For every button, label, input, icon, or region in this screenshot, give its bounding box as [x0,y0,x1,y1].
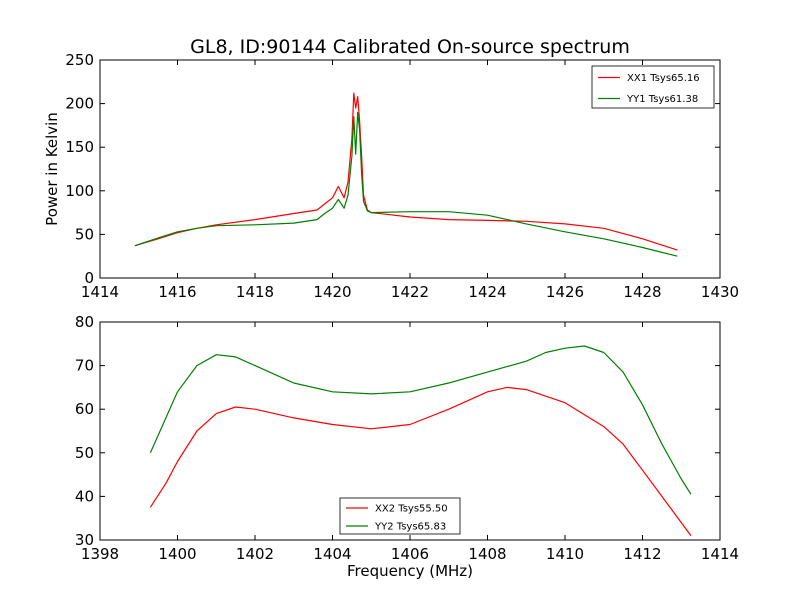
x-tick-label: 1408 [468,545,506,563]
series-line-yy1 [134,111,678,257]
legend-label: XX2 Tsys55.50 [375,504,448,515]
x-tick-label: 1400 [158,545,196,563]
x-tick-label: 1418 [236,283,274,301]
x-tick-label: 1404 [313,545,351,563]
y-tick-label: 100 [65,182,94,200]
x-tick-label: 1426 [546,283,584,301]
y-tick-label: 200 [65,95,94,113]
x-tick-label: 1422 [391,283,429,301]
y-tick-label: 60 [75,400,94,418]
bottom-panel: 1398 1400 1402 1404 1406 1408 1410 1412 1414 30 40… [75,313,739,580]
x-tick-label: 1412 [623,545,661,563]
legend-label: YY1 Tsys61.38 [626,94,698,105]
series-line-xx2 [149,386,692,536]
x-tick-label: 1402 [236,545,274,563]
y-tick-label: 70 [75,357,94,375]
y-tick-label: 50 [75,444,94,462]
x-tick-label: 1430 [701,283,739,301]
y-tick-label: 0 [84,269,94,287]
x-tick-label: 1410 [546,545,584,563]
x-tick-label: 1428 [623,283,661,301]
legend-label: XX1 Tsys65.16 [627,73,700,84]
y-axis-label: Power in Kelvin [43,112,61,226]
legend-label: YY2 Tsys65.83 [374,522,446,533]
x-tick-label: 1416 [158,283,196,301]
x-tick-label: 1420 [313,283,351,301]
y-tick-label: 30 [75,531,94,549]
x-tick-label: 1406 [391,545,429,563]
x-tick-label: 1414 [701,545,739,563]
series-line-xx1 [134,92,678,251]
x-axis-label: Frequency (MHz) [347,562,473,580]
legend: XX2 Tsys55.50 YY2 Tsys65.83 [339,497,461,535]
figure-title: GL8, ID:90144 Calibrated On-source spect… [190,36,630,58]
x-tick-label: 1414 [81,283,119,301]
y-tick-label: 80 [75,313,94,331]
y-tick-label: 150 [65,138,94,156]
series-line-yy2 [149,345,692,495]
x-tick-label: 1424 [468,283,506,301]
legend: XX1 Tsys65.16 YY1 Tsys61.38 [591,65,715,109]
y-tick-label: 50 [75,225,94,243]
top-panel: 1414 1416 1418 1420 1422 1424 1426 1428 1430 0 50 1… [43,51,739,301]
y-tick-label: 250 [65,51,94,69]
y-tick-label: 40 [75,487,94,505]
x-tick-label: 1398 [81,545,119,563]
